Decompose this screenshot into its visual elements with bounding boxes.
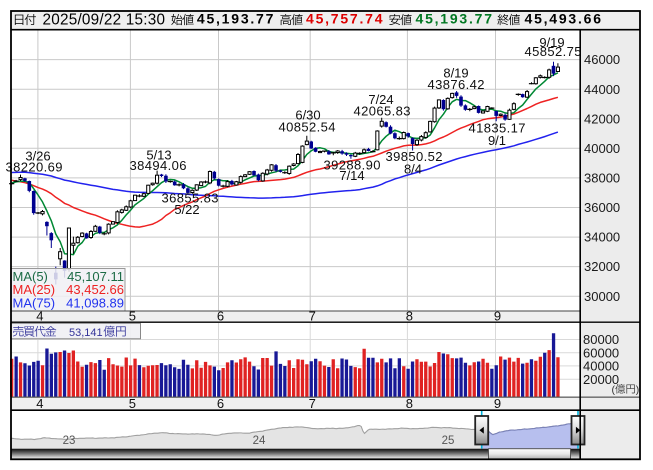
svg-text:MA(25): MA(25) <box>13 282 56 297</box>
svg-text:40000: 40000 <box>583 359 619 374</box>
svg-text:32000: 32000 <box>584 259 620 274</box>
svg-text:MA(5): MA(5) <box>13 269 48 284</box>
svg-text:25: 25 <box>442 435 455 447</box>
svg-text:8: 8 <box>406 309 413 324</box>
svg-text:7/24: 7/24 <box>368 92 393 107</box>
svg-text:7: 7 <box>309 309 316 324</box>
svg-text:6: 6 <box>217 309 224 324</box>
svg-text:9/1: 9/1 <box>488 133 506 148</box>
svg-text:43876.42: 43876.42 <box>428 77 485 92</box>
svg-text:40000: 40000 <box>584 141 620 156</box>
svg-text:45,193.77: 45,193.77 <box>416 10 493 26</box>
svg-text:39850.52: 39850.52 <box>386 149 443 164</box>
svg-text:5: 5 <box>129 396 136 411</box>
svg-text:8/19: 8/19 <box>443 65 468 80</box>
svg-text:42000: 42000 <box>584 111 620 126</box>
svg-text:45,193.77: 45,193.77 <box>197 10 274 26</box>
svg-text:40852.54: 40852.54 <box>279 119 336 134</box>
svg-text:30000: 30000 <box>584 289 620 304</box>
svg-text:42065.83: 42065.83 <box>354 103 411 118</box>
svg-text:6: 6 <box>217 396 224 411</box>
svg-text:38494.06: 38494.06 <box>130 158 187 173</box>
svg-text:5/22: 5/22 <box>174 202 199 217</box>
svg-text:41,098.89: 41,098.89 <box>66 295 124 310</box>
svg-text:MA(75): MA(75) <box>13 295 56 310</box>
svg-text:45,493.66: 45,493.66 <box>525 10 602 26</box>
svg-text:45,757.74: 45,757.74 <box>306 10 383 26</box>
svg-text:23: 23 <box>63 435 76 447</box>
svg-text:44000: 44000 <box>584 82 620 97</box>
svg-text:8/4: 8/4 <box>404 161 422 176</box>
svg-text:(: ( <box>612 384 616 396</box>
svg-text:41835.17: 41835.17 <box>469 120 526 135</box>
svg-text:8: 8 <box>406 396 413 411</box>
svg-text:45,107.11: 45,107.11 <box>67 269 124 284</box>
svg-text:43,452.66: 43,452.66 <box>66 282 124 297</box>
svg-text:39288.90: 39288.90 <box>324 157 381 172</box>
svg-text:38220.69: 38220.69 <box>6 159 63 174</box>
svg-text:7: 7 <box>309 396 316 411</box>
svg-text:80000: 80000 <box>583 332 619 347</box>
svg-text:9: 9 <box>494 309 501 324</box>
svg-text:36855.83: 36855.83 <box>162 190 219 205</box>
svg-text:60000: 60000 <box>583 345 619 360</box>
svg-text:45852.75: 45852.75 <box>525 44 582 59</box>
svg-text:9/19: 9/19 <box>539 35 564 50</box>
svg-text:7/14: 7/14 <box>339 168 364 183</box>
svg-text:46000: 46000 <box>584 52 620 67</box>
svg-text:24: 24 <box>253 435 266 447</box>
svg-text:4: 4 <box>36 396 43 411</box>
svg-text:9: 9 <box>494 396 501 411</box>
svg-text:): ) <box>636 384 640 396</box>
svg-text:34000: 34000 <box>584 230 620 245</box>
svg-text:5/13: 5/13 <box>146 147 171 162</box>
svg-text:6/30: 6/30 <box>295 107 320 122</box>
svg-text:3/26: 3/26 <box>25 148 50 163</box>
svg-text:53,141: 53,141 <box>69 327 103 339</box>
svg-text:20000: 20000 <box>583 372 619 387</box>
svg-text:36000: 36000 <box>584 200 620 215</box>
svg-text:2025/09/22 15:30: 2025/09/22 15:30 <box>43 11 166 28</box>
svg-text:38000: 38000 <box>584 171 620 186</box>
svg-text:5: 5 <box>129 309 136 324</box>
svg-text:4: 4 <box>36 309 43 324</box>
